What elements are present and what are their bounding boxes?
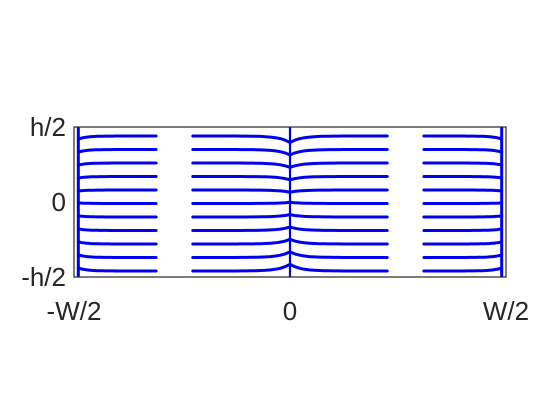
field-line-segment bbox=[191, 213, 389, 219]
field-line-segment bbox=[191, 134, 389, 145]
field-line-segment bbox=[76, 175, 158, 180]
field-line-segment bbox=[76, 161, 158, 167]
field-line-segment bbox=[191, 148, 389, 157]
field-line-segment bbox=[422, 227, 504, 232]
field-line-segment bbox=[422, 161, 504, 167]
field-line-segment bbox=[191, 188, 389, 194]
x-tick-label: -W/2 bbox=[47, 296, 102, 326]
field-line-segment bbox=[422, 148, 504, 154]
y-tick-label: -h/2 bbox=[21, 262, 66, 292]
field-line-segment bbox=[422, 134, 504, 141]
field-line-segment bbox=[191, 262, 389, 273]
field-line-segment bbox=[76, 266, 158, 273]
field-line-segment bbox=[191, 250, 389, 259]
field-line-segment bbox=[76, 134, 158, 141]
y-axis: h/2 0 -h/2 bbox=[21, 112, 66, 292]
x-tick-label: W/2 bbox=[483, 296, 529, 326]
field-line-segment bbox=[76, 240, 158, 246]
field-line-segment bbox=[76, 214, 158, 219]
field-line-segment bbox=[191, 225, 389, 232]
x-tick-label: 0 bbox=[283, 296, 297, 326]
field-line-segment bbox=[422, 201, 504, 205]
field-line-segment bbox=[76, 188, 158, 193]
field-line-segment bbox=[422, 214, 504, 219]
field-line-segment bbox=[422, 188, 504, 193]
y-tick-label: h/2 bbox=[30, 112, 66, 142]
field-line-segment bbox=[76, 148, 158, 154]
field-line-segment bbox=[191, 161, 389, 169]
field-line-segment bbox=[76, 201, 158, 205]
y-tick-label: 0 bbox=[52, 187, 66, 217]
field-lines bbox=[76, 127, 504, 277]
x-axis: -W/2 0 W/2 bbox=[47, 272, 529, 326]
field-line-segment bbox=[191, 237, 389, 246]
field-line-segment bbox=[422, 266, 504, 273]
field-line-segment bbox=[422, 253, 504, 259]
field-line-segment bbox=[76, 253, 158, 259]
field-line-segment bbox=[422, 175, 504, 180]
field-line-segment bbox=[76, 227, 158, 232]
field-line-segment bbox=[191, 175, 389, 182]
field-line-segment bbox=[191, 200, 389, 205]
field-line-segment bbox=[422, 240, 504, 246]
